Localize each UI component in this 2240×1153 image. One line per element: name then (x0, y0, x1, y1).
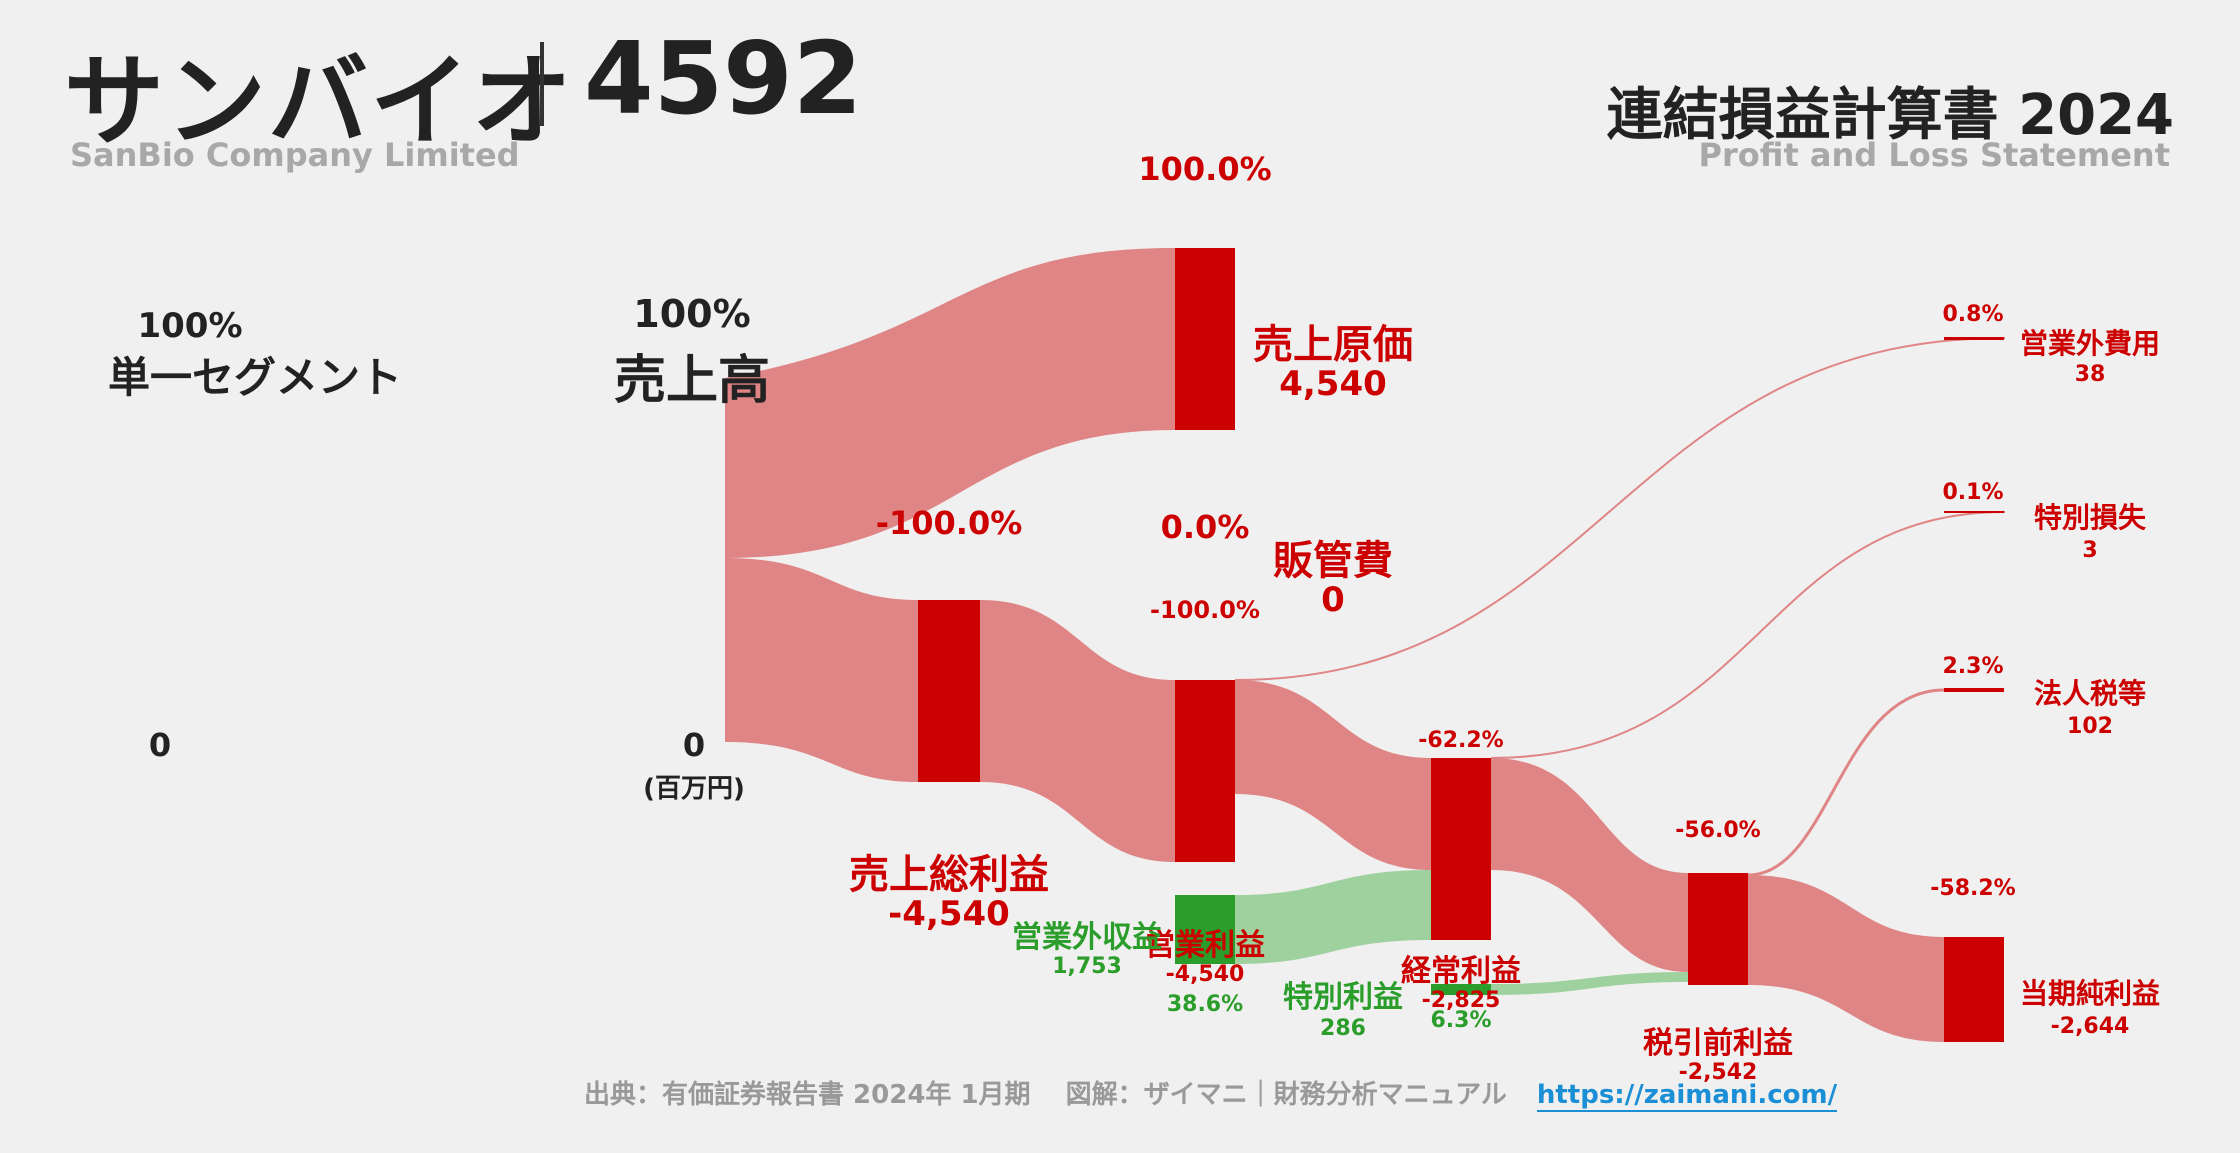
sga-pct: 0.0% (1160, 508, 1250, 546)
tax-pct: 2.3% (1942, 654, 2004, 679)
ordinary-value: -2,825 (1421, 988, 1501, 1013)
extra-income-pct: 6.3% (1430, 1008, 1492, 1033)
node-gross (918, 600, 980, 782)
node-extra-income (1431, 984, 1491, 995)
footer-link[interactable]: https://zaimani.com/ (1536, 1080, 1838, 1112)
report-title-en: Profit and Loss Statement (1698, 136, 2170, 174)
node-tax (1944, 688, 2004, 692)
nonop-income-name: 営業外収益 (1012, 920, 1162, 955)
net-pct: -58.2% (1930, 876, 2016, 901)
flow-ordinary-extra-loss (1490, 511, 2006, 759)
flow-nonop-income-ordinary (1235, 870, 1431, 964)
node-net (1944, 937, 2004, 1042)
node-extra-loss (1944, 511, 2004, 513)
extra-loss-pct: 0.1% (1942, 480, 2004, 505)
stock-code: 4592 (584, 20, 863, 137)
node-cogs (1175, 248, 1235, 430)
net-value: -2,644 (2050, 1014, 2130, 1039)
node-nonop-expense (1944, 337, 2004, 340)
extra-loss-value: 3 (2082, 538, 2098, 563)
segment-value: 0 (148, 726, 172, 764)
extra-income-name: 特別利益 (1283, 980, 1403, 1015)
footer-source: 出典：有価証券報告書 2024年 1月期 図解：ザイマニ｜財務分析マニュアル (584, 1080, 1507, 1110)
nonop-expense-pct: 0.8% (1942, 302, 2004, 327)
unit-note: (百万円) (643, 774, 745, 804)
extra-loss-name: 特別損失 (2033, 501, 2147, 534)
nonop-expense-value: 38 (2074, 362, 2106, 387)
flow-extra-income-pretax (1491, 972, 1688, 995)
gross-name: 売上総利益 (849, 852, 1049, 898)
flow-sales-cogs (725, 248, 1175, 558)
sales-value: 0 (682, 726, 706, 764)
node-operating (1175, 680, 1235, 862)
cogs-value: 4,540 (1279, 364, 1387, 404)
pretax-value: -2,542 (1678, 1060, 1758, 1085)
node-ordinary (1431, 758, 1491, 940)
title-separator (540, 42, 544, 126)
report-title: 連結損益計算書 2024 (1606, 83, 2174, 148)
tax-value: 102 (2067, 714, 2113, 739)
footer: 出典：有価証券報告書 2024年 1月期 図解：ザイマニ｜財務分析マニュアル ht… (584, 1074, 1838, 1112)
flow-pretax-net (1748, 875, 1944, 1042)
flow-operating-ordinary (1235, 680, 1431, 870)
cogs-pct: 100.0% (1138, 150, 1272, 188)
flow-operating-nonop-expense (1234, 337, 2006, 681)
node-nonop-income (1175, 895, 1235, 964)
nonop-income-pct: 38.6% (1166, 992, 1244, 1017)
company-name: サンバイオ (64, 43, 574, 160)
sga-name: 販管費 (1273, 538, 1393, 584)
flow-ordinary-pretax (1491, 758, 1688, 972)
segment-pct: 100% (137, 306, 243, 346)
extra-income-value: 286 (1320, 1016, 1366, 1041)
ordinary-name: 経常利益 (1401, 954, 1521, 989)
ordinary-pct: -62.2% (1418, 728, 1504, 753)
operating-value: -4,540 (1165, 962, 1245, 987)
flow-sales-gross (725, 558, 918, 782)
pretax-name: 税引前利益 (1643, 1026, 1793, 1061)
cogs-name: 売上原価 (1253, 322, 1413, 368)
gross-pct: -100.0% (875, 504, 1023, 542)
operating-pct: -100.0% (1150, 596, 1260, 624)
flow-pretax-tax (1747, 688, 1945, 877)
nonop-income-value: 1,753 (1052, 954, 1122, 979)
flow-gross-operating (980, 600, 1175, 862)
company-name-en: SanBio Company Limited (70, 136, 520, 174)
sales-name: 売上高 (613, 351, 771, 411)
nonop-expense-name: 営業外費用 (2019, 327, 2161, 360)
operating-name: 営業利益 (1145, 928, 1265, 963)
sales-pct: 100% (633, 292, 751, 336)
segment-name: 単一セグメント (107, 353, 403, 402)
pretax-pct: -56.0% (1675, 818, 1761, 843)
net-name: 当期純利益 (2019, 977, 2161, 1010)
gross-value: -4,540 (888, 894, 1010, 934)
sga-value: 0 (1321, 580, 1345, 620)
tax-name: 法人税等 (2033, 677, 2147, 710)
node-pretax (1688, 873, 1748, 985)
